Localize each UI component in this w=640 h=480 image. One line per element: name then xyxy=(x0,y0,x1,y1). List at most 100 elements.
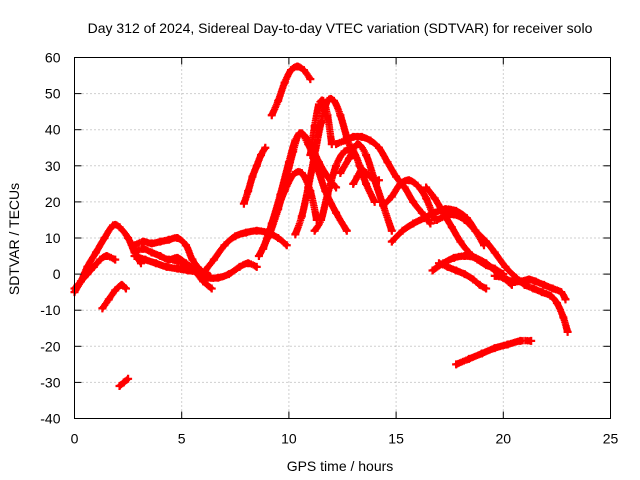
data-point xyxy=(362,169,371,178)
y-tick-label: -40 xyxy=(40,411,60,427)
data-point xyxy=(409,219,418,228)
series-arc-10 xyxy=(239,143,270,208)
data-point xyxy=(89,262,98,271)
data-point xyxy=(366,136,375,145)
data-point xyxy=(525,275,534,284)
data-point xyxy=(460,270,469,279)
data-point xyxy=(231,232,240,241)
data-point xyxy=(201,266,210,275)
data-point xyxy=(265,230,274,239)
data-point xyxy=(282,172,291,181)
data-point xyxy=(349,132,358,141)
data-point xyxy=(235,262,244,271)
data-point xyxy=(396,179,405,188)
y-tick-label: -10 xyxy=(40,302,60,318)
data-point xyxy=(297,169,306,178)
data-point xyxy=(432,215,441,224)
data-point xyxy=(404,176,413,185)
data-point xyxy=(349,179,358,188)
y-tick-label: -20 xyxy=(40,338,60,354)
data-point xyxy=(383,158,392,167)
data-point xyxy=(295,129,304,138)
data-point xyxy=(186,262,195,271)
data-point xyxy=(96,255,105,264)
series-arc-8 xyxy=(169,255,261,282)
data-point xyxy=(400,183,409,192)
data-point xyxy=(293,62,302,71)
data-point xyxy=(428,266,437,275)
data-point xyxy=(83,270,92,279)
x-tick-label: 25 xyxy=(603,431,619,447)
data-point xyxy=(323,111,332,120)
data-point xyxy=(449,253,458,262)
y-tick-label: 40 xyxy=(45,122,61,138)
data-point xyxy=(98,304,107,313)
data-point xyxy=(379,201,388,210)
series-arc-26 xyxy=(434,259,491,293)
data-point xyxy=(306,75,315,84)
data-point xyxy=(477,349,486,358)
data-point xyxy=(156,252,165,261)
data-point xyxy=(456,237,465,246)
data-point xyxy=(422,183,431,192)
data-point xyxy=(527,336,536,345)
data-point xyxy=(374,143,383,152)
data-point xyxy=(546,291,555,300)
data-point xyxy=(209,255,218,264)
series-arc-28 xyxy=(520,280,572,336)
series-arc-14 xyxy=(267,62,315,120)
data-point xyxy=(366,172,375,181)
data-point xyxy=(430,194,439,203)
data-point xyxy=(387,226,396,235)
y-tick-label: 30 xyxy=(45,158,61,174)
data-point xyxy=(111,286,120,295)
data-point xyxy=(139,237,148,246)
data-point xyxy=(314,100,323,109)
data-point xyxy=(100,234,109,242)
data-point xyxy=(447,223,456,232)
data-point xyxy=(291,230,300,239)
data-point xyxy=(177,259,186,268)
data-point xyxy=(449,210,458,219)
data-point xyxy=(151,259,160,268)
data-point xyxy=(490,344,499,353)
series-arc-21 xyxy=(379,176,439,224)
data-point xyxy=(460,215,469,224)
y-tick-label: 0 xyxy=(53,266,61,282)
data-point xyxy=(244,259,253,268)
data-point xyxy=(336,169,345,178)
data-point xyxy=(91,248,100,257)
data-point xyxy=(164,235,173,244)
data-point xyxy=(194,270,203,279)
data-point xyxy=(482,237,491,246)
data-point xyxy=(115,223,124,232)
data-point xyxy=(537,288,546,297)
series-arc-23 xyxy=(422,183,508,279)
series-arc-4 xyxy=(115,374,133,391)
data-point xyxy=(452,360,461,369)
data-point xyxy=(503,340,512,349)
data-point xyxy=(353,172,362,181)
data-point xyxy=(323,190,332,199)
data-point xyxy=(357,132,366,141)
x-tick-label: 10 xyxy=(281,431,297,447)
data-point xyxy=(559,313,568,322)
data-point xyxy=(124,234,133,242)
data-point xyxy=(310,226,319,235)
data-point xyxy=(417,208,426,217)
data-point xyxy=(332,161,341,170)
data-point xyxy=(443,262,452,271)
data-point xyxy=(156,237,165,246)
x-tick-label: 5 xyxy=(178,431,186,447)
chart-title: Day 312 of 2024, Sidereal Day-to-day VTE… xyxy=(88,20,593,36)
data-point xyxy=(111,255,120,264)
data-point xyxy=(102,252,111,261)
data-point xyxy=(490,248,499,257)
data-point xyxy=(317,215,326,224)
data-point xyxy=(259,244,268,253)
data-point xyxy=(252,262,261,271)
data-point xyxy=(147,239,156,248)
data-point xyxy=(214,273,223,282)
data-point xyxy=(329,96,338,105)
